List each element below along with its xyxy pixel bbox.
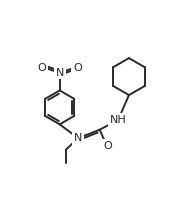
Text: NH: NH <box>110 115 127 125</box>
Text: O: O <box>38 63 46 73</box>
Text: O: O <box>104 141 112 151</box>
Text: N: N <box>56 68 64 78</box>
Text: O: O <box>73 63 82 73</box>
Text: N: N <box>74 133 82 143</box>
